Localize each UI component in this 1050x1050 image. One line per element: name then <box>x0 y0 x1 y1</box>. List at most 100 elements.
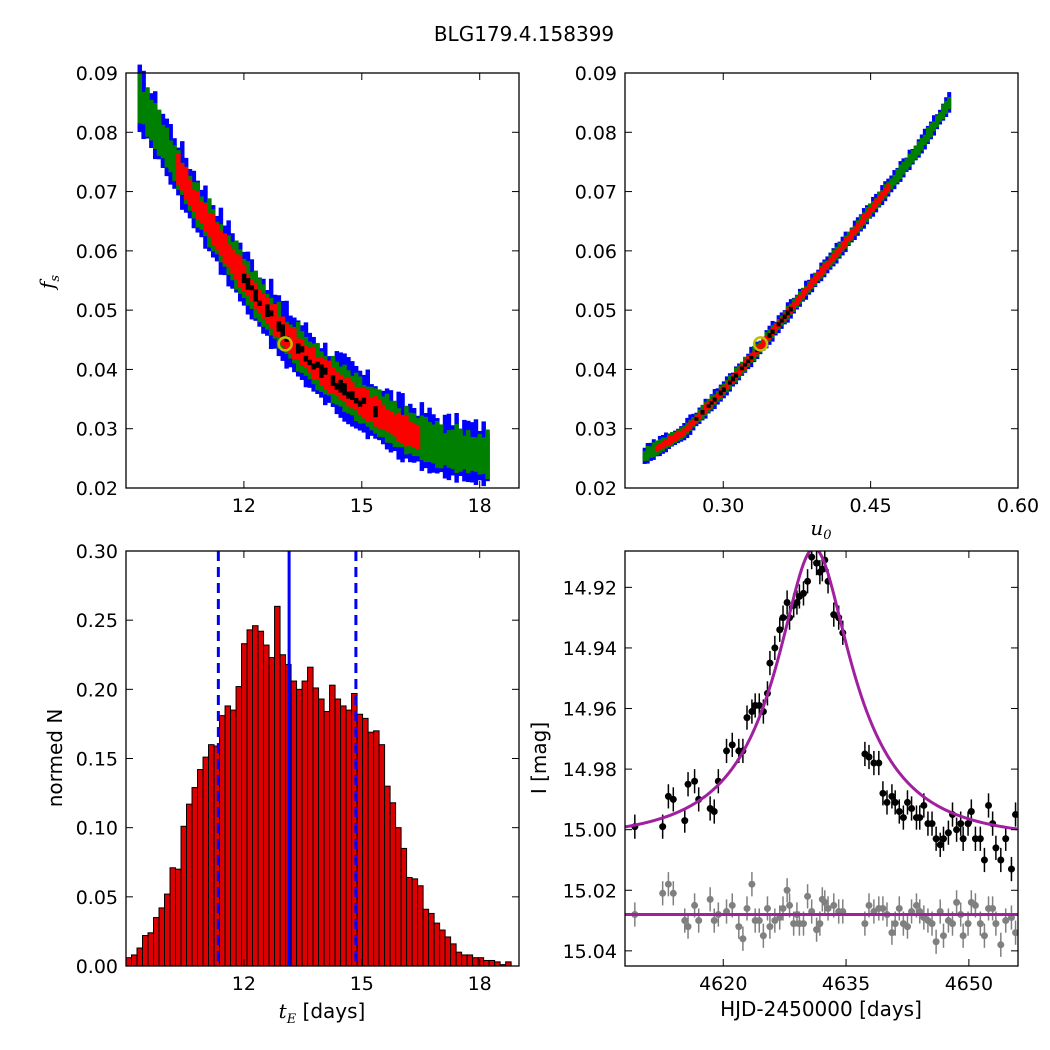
panel-tE-fs-cell-green <box>330 361 336 369</box>
panel-tE-fs-cell-blue <box>276 349 282 357</box>
panel-tE-fs-cell-blue <box>284 361 289 369</box>
panel-tE-fs-cell-blue <box>400 399 405 407</box>
panel-tE-fs-cell-green <box>207 198 212 206</box>
panel-u0-fs-cell-blue <box>663 432 668 440</box>
panel-tE-fs-cell-red <box>272 310 278 318</box>
panel-tE-fs-cell-blue <box>400 405 405 413</box>
residual-point <box>813 926 821 934</box>
panel-tE-fs-cell-green <box>404 405 409 413</box>
residual-point <box>971 901 979 909</box>
panel-tE-fs-cell-red <box>323 382 328 390</box>
panel-tE-fs-cell-green <box>164 160 170 168</box>
panel-tE-fs-cell-green <box>408 447 413 454</box>
panel-tE-fs-cell-green <box>319 351 324 359</box>
panel-u0-fs-cell-green <box>898 164 903 173</box>
panel-tE-fs-cell-blue <box>384 388 390 396</box>
panel-u0-fs-cell-green <box>910 149 915 157</box>
panel-tE-fs-cell-green <box>303 368 309 376</box>
panel-u0-fs-cell-blue <box>785 302 790 310</box>
panel-tE-fs-cell-green <box>253 305 258 313</box>
panel-tE-fs-cell-green <box>342 405 347 412</box>
panel-u0-fs-ytick-label: 0.03 <box>575 419 617 441</box>
residual-point <box>928 920 936 928</box>
panel-tE-fs-cell-black <box>249 285 255 291</box>
panel-tE-fs-cell-blue <box>442 427 448 435</box>
panel-tE-fs-cell-green <box>369 423 374 431</box>
panel-tE-fs-cell-green <box>415 418 421 425</box>
lightcurve-plot-area <box>625 551 1018 957</box>
panel-tE-fs-cell-green <box>160 131 166 139</box>
panel-tE-fs-cell-blue <box>431 414 436 422</box>
panel-tE-fs-cell-red <box>183 167 189 175</box>
panel-tE-fs-cell-black <box>373 406 378 412</box>
panel-tE-fs-cell-blue <box>288 315 293 323</box>
panel-u0-fs-cell-blue <box>843 231 848 239</box>
panel-tE-fs-cell-red <box>280 339 285 346</box>
panel-u0-fs-cell-red <box>807 283 812 291</box>
panel-tE-fs-cell-red <box>404 427 409 434</box>
panel-tE-fs-cell-green <box>431 430 436 438</box>
residual-point <box>735 923 743 931</box>
histogram-bar <box>389 802 397 967</box>
panel-tE-fs-cell-blue <box>141 76 146 84</box>
panel-tE-fs-cell-red <box>415 430 421 438</box>
panel-u0-fs-cell-red <box>804 286 809 295</box>
panel-u0-fs-cell-red <box>737 368 742 376</box>
panel-tE-fs-cell-blue <box>176 188 181 196</box>
histogram-bar <box>131 954 138 967</box>
panel-tE-fs-cell-green <box>164 140 170 148</box>
panel-tE-fs-cell-blue <box>280 300 285 308</box>
residual-point <box>939 932 947 940</box>
lightcurve-point <box>883 798 891 806</box>
panel-tE-fs-cell-blue <box>357 424 363 431</box>
panel-u0-fs-cell-blue <box>810 273 815 281</box>
panel-u0-fs-cell-red <box>758 343 763 351</box>
panel-u0-fs-cell-blue <box>712 389 717 397</box>
panel-tE-fs-cell-green <box>276 308 282 316</box>
panel-u0-fs-cell-green <box>907 153 912 161</box>
panel-u0-fs-cell-green <box>947 102 952 110</box>
histogram-bar <box>362 717 369 967</box>
panel-tE-fs-cell-blue <box>427 407 432 415</box>
panel-tE-fs-cell-blue <box>462 432 467 439</box>
panel-tE-fs-cell-green <box>458 452 463 460</box>
panel-tE-fs-cell-green <box>346 406 351 414</box>
panel-tE-fs-cell-green <box>234 283 239 290</box>
panel-tE-fs-cell-red <box>334 378 340 385</box>
panel-tE-fs-cell-blue <box>284 306 289 314</box>
panel-u0-fs-cell-green <box>727 375 732 383</box>
panel-tE-fs-cell-red <box>404 433 409 441</box>
panel-tE-fs-cell-blue <box>323 398 328 406</box>
panel-tE-fs-cell-green <box>473 464 479 472</box>
panel-u0-fs-cell-blue <box>889 175 894 182</box>
panel-tE-fs-cell-blue <box>152 146 158 153</box>
panel-tE-fs-cell-red <box>199 206 204 213</box>
panel-tE-fs-cell-green <box>149 106 154 114</box>
histogram-bar <box>268 657 276 967</box>
panel-tE-fs-cell-blue <box>361 425 367 433</box>
panel-tE-fs-cell-green <box>485 472 490 480</box>
panel-tE-fs-cell-green <box>145 99 150 107</box>
panel-tE-fs-cell-green <box>334 397 340 405</box>
panel-tE-fs-cell-blue <box>168 136 173 143</box>
lightcurve-point <box>691 777 699 785</box>
panel-tE-fs-cell-green <box>234 240 239 248</box>
panel-tE-fs-cell-red <box>207 218 212 226</box>
panel-tE-fs-cell-green <box>137 110 142 118</box>
panel-u0-fs-cell-red <box>831 253 836 262</box>
histogram-bar <box>169 867 177 967</box>
panel-tE-fs-cell-blue <box>315 387 320 395</box>
panel-u0-fs-ytick-label: 0.07 <box>575 182 617 204</box>
panel-tE-fs-cell-blue <box>350 419 355 427</box>
panel-u0-fs-xtick-label: 0.45 <box>849 495 891 517</box>
panel-tE-fs-cell-red <box>284 342 289 350</box>
panel-tE-fs-cell-green <box>156 129 162 137</box>
lightcurve-point <box>1002 835 1010 843</box>
histogram-bar <box>466 954 474 967</box>
panel-tE-fs-cell-red <box>353 387 359 394</box>
panel-histogram: 12 15 18 0.00 0.05 0.10 0.15 0.20 0.25 0.30 normed… <box>43 541 520 1027</box>
panel-u0-fs-cell-red <box>676 430 681 440</box>
panel-u0-fs-cell-red <box>874 198 879 208</box>
panel-u0-fs-ytick-label: 0.06 <box>575 241 617 263</box>
panel-tE-fs-cell-green <box>191 182 197 189</box>
